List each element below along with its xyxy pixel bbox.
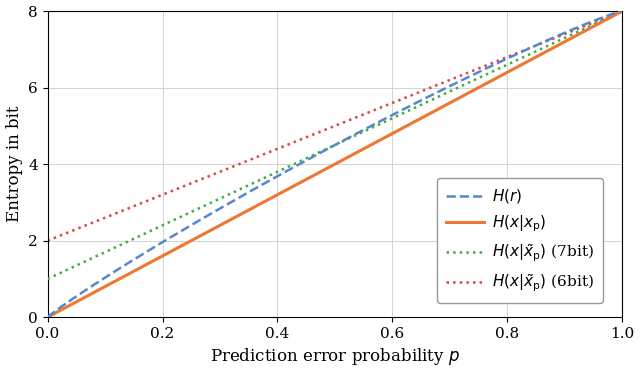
$H(x|x_\mathrm{p})$ [602, 18, 609, 22]
$H(r)$ [308, 155, 316, 160]
$H(r)$ [496, 60, 504, 64]
Line: $H(x|\tilde{x}_\mathrm{p})$ (6bit): $H(x|\tilde{x}_\mathrm{p})$ (6bit) [47, 11, 622, 241]
$H(x|\tilde{x}_\mathrm{p})$ (6bit) [602, 15, 609, 20]
$H(x|\tilde{x}_\mathrm{p})$ (6bit) [308, 133, 316, 137]
$H(x|x_\mathrm{p})$ [308, 174, 316, 179]
$H(x|x_\mathrm{p})$ [496, 74, 504, 78]
Y-axis label: Entropy in bit: Entropy in bit [6, 106, 22, 222]
$H(x|\tilde{x}_\mathrm{p})$ (6bit) [496, 57, 504, 62]
$H(r)$ [44, 315, 51, 319]
$H(x|x_\mathrm{p})$ [618, 9, 626, 13]
Line: $H(x|x_\mathrm{p})$: $H(x|x_\mathrm{p})$ [47, 11, 622, 317]
$H(x|\tilde{x}_\mathrm{p})$ (7bit) [602, 16, 609, 21]
$H(r)$ [602, 14, 609, 19]
$H(x|\tilde{x}_\mathrm{p})$ (7bit) [602, 17, 609, 21]
$H(x|x_\mathrm{p})$ [323, 166, 331, 170]
$H(r)$ [323, 147, 331, 151]
$H(r)$ [73, 294, 81, 298]
$H(x|x_\mathrm{p})$ [44, 315, 51, 319]
$H(x|\tilde{x}_\mathrm{p})$ (7bit) [44, 277, 51, 281]
$H(x|\tilde{x}_\mathrm{p})$ (6bit) [73, 227, 81, 231]
$H(x|\tilde{x}_\mathrm{p})$ (6bit) [602, 16, 609, 20]
$H(x|\tilde{x}_\mathrm{p})$ (7bit) [73, 263, 81, 267]
$H(r)$ [618, 9, 626, 13]
X-axis label: Prediction error probability $p$: Prediction error probability $p$ [210, 347, 460, 367]
$H(x|\tilde{x}_\mathrm{p})$ (6bit) [323, 127, 331, 131]
$H(x|x_\mathrm{p})$ [602, 18, 609, 22]
Line: $H(x|\tilde{x}_\mathrm{p})$ (7bit): $H(x|\tilde{x}_\mathrm{p})$ (7bit) [47, 11, 622, 279]
$H(x|\tilde{x}_\mathrm{p})$ (6bit) [44, 238, 51, 243]
$H(x|\tilde{x}_\mathrm{p})$ (7bit) [496, 66, 504, 70]
$H(x|\tilde{x}_\mathrm{p})$ (7bit) [323, 147, 331, 151]
Legend: $H(r)$, $H(x|x_\mathrm{p})$, $H(x|\tilde{x}_\mathrm{p})$ (7bit), $H(x|\tilde{x}_: $H(r)$, $H(x|x_\mathrm{p})$, $H(x|\tilde… [437, 178, 603, 303]
Line: $H(r)$: $H(r)$ [47, 11, 622, 317]
$H(x|x_\mathrm{p})$ [73, 299, 81, 304]
$H(x|\tilde{x}_\mathrm{p})$ (7bit) [308, 154, 316, 158]
$H(x|\tilde{x}_\mathrm{p})$ (6bit) [618, 9, 626, 13]
$H(r)$ [602, 14, 609, 19]
$H(x|\tilde{x}_\mathrm{p})$ (7bit) [618, 9, 626, 13]
